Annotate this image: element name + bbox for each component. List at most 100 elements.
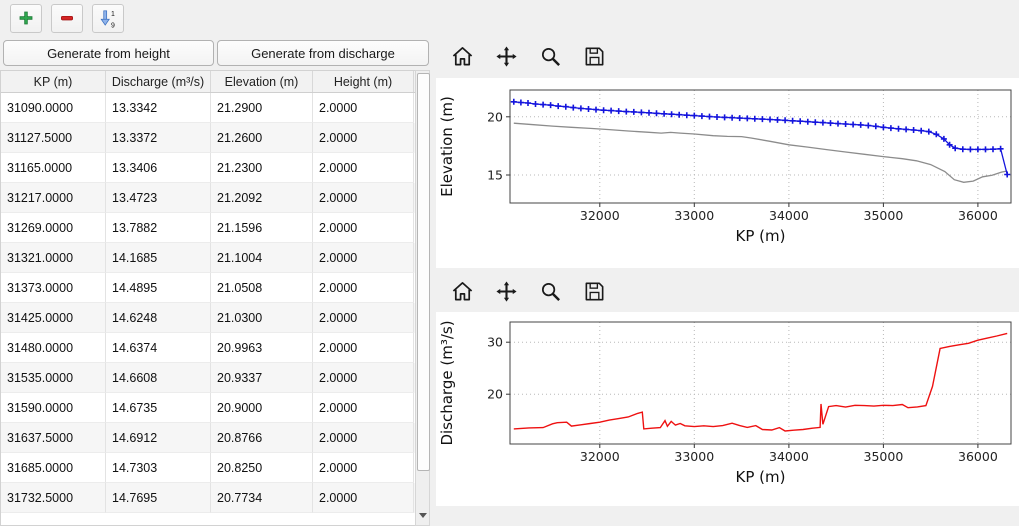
table-cell[interactable]: 31090.0000 xyxy=(1,93,106,123)
table-row[interactable]: 31732.5000 14.7695 20.7734 2.0000 xyxy=(1,483,415,513)
table-cell[interactable]: 31425.0000 xyxy=(1,303,106,333)
chevron-down-icon xyxy=(418,513,427,518)
table-cell[interactable]: 31480.0000 xyxy=(1,333,106,363)
table-cell[interactable]: 14.7695 xyxy=(106,483,211,513)
discharge-chart: 32000 33000 34000 35000 36000 20 30 KP (m) Disch… xyxy=(436,312,1019,506)
table-row[interactable]: 31480.0000 14.6374 20.9963 2.0000 xyxy=(1,333,415,363)
table-cell[interactable]: 14.1685 xyxy=(106,243,211,273)
save-button[interactable] xyxy=(580,45,608,73)
table-cell[interactable]: 14.6735 xyxy=(106,393,211,423)
table-cell[interactable]: 2.0000 xyxy=(313,213,414,243)
table-row[interactable]: 31535.0000 14.6608 20.9337 2.0000 xyxy=(1,363,415,393)
table-cell[interactable]: 20.7734 xyxy=(211,483,313,513)
zoom-button[interactable] xyxy=(536,45,564,73)
table-cell[interactable]: 20.9000 xyxy=(211,393,313,423)
table-row[interactable]: 31321.0000 14.1685 21.1004 2.0000 xyxy=(1,243,415,273)
table-cell[interactable]: 21.1596 xyxy=(211,213,313,243)
table-cell[interactable]: 31535.0000 xyxy=(1,363,106,393)
table-cell[interactable]: 21.0300 xyxy=(211,303,313,333)
table-scrollbar[interactable] xyxy=(415,70,430,526)
table-cell[interactable]: 2.0000 xyxy=(313,423,414,453)
table-cell[interactable]: 31269.0000 xyxy=(1,213,106,243)
table-row[interactable]: 31637.5000 14.6912 20.8766 2.0000 xyxy=(1,423,415,453)
generate-from-height-button[interactable]: Generate from height xyxy=(3,40,214,66)
column-header-height[interactable]: Height (m) xyxy=(313,71,414,92)
table-cell[interactable]: 2.0000 xyxy=(313,153,414,183)
table-cell[interactable]: 2.0000 xyxy=(313,243,414,273)
column-header-elevation[interactable]: Elevation (m) xyxy=(211,71,313,92)
data-table: KP (m) Discharge (m³/s) Elevation (m) He… xyxy=(0,70,415,526)
pan-button[interactable] xyxy=(492,45,520,73)
sort-ascending-icon: 1 9 xyxy=(99,9,118,28)
table-row[interactable]: 31090.0000 13.3342 21.2900 2.0000 xyxy=(1,93,415,123)
table-cell[interactable]: 13.3342 xyxy=(106,93,211,123)
add-row-button[interactable] xyxy=(10,3,42,33)
elevation-chart: 32000 33000 34000 35000 36000 15 20 KP (m) Eleva… xyxy=(436,78,1019,268)
table-cell[interactable]: 2.0000 xyxy=(313,453,414,483)
table-cell[interactable]: 21.2900 xyxy=(211,93,313,123)
table-cell[interactable]: 13.4723 xyxy=(106,183,211,213)
table-cell[interactable]: 14.6608 xyxy=(106,363,211,393)
remove-row-button[interactable] xyxy=(51,3,83,33)
table-cell[interactable]: 20.9963 xyxy=(211,333,313,363)
discharge-chart-canvas[interactable]: 32000 33000 34000 35000 36000 20 30 KP (m) Disch… xyxy=(436,312,1019,506)
pan-button[interactable] xyxy=(492,280,520,308)
table-cell[interactable]: 20.9337 xyxy=(211,363,313,393)
table-cell[interactable]: 31127.5000 xyxy=(1,123,106,153)
column-header-discharge[interactable]: Discharge (m³/s) xyxy=(106,71,211,92)
table-cell[interactable]: 31321.0000 xyxy=(1,243,106,273)
table-cell[interactable]: 14.6248 xyxy=(106,303,211,333)
table-cell[interactable]: 2.0000 xyxy=(313,123,414,153)
table-cell[interactable]: 2.0000 xyxy=(313,273,414,303)
svg-text:9: 9 xyxy=(111,22,115,28)
table-cell[interactable]: 14.6912 xyxy=(106,423,211,453)
column-header-kp[interactable]: KP (m) xyxy=(1,71,106,92)
save-button[interactable] xyxy=(580,280,608,308)
table-cell[interactable]: 14.7303 xyxy=(106,453,211,483)
table-cell[interactable]: 2.0000 xyxy=(313,93,414,123)
table-cell[interactable]: 14.6374 xyxy=(106,333,211,363)
table-row[interactable]: 31590.0000 14.6735 20.9000 2.0000 xyxy=(1,393,415,423)
table-cell[interactable]: 31217.0000 xyxy=(1,183,106,213)
table-cell[interactable]: 20.8766 xyxy=(211,423,313,453)
table-cell[interactable]: 20.8250 xyxy=(211,453,313,483)
table-row[interactable]: 31269.0000 13.7882 21.1596 2.0000 xyxy=(1,213,415,243)
svg-text:34000: 34000 xyxy=(769,449,809,464)
table-cell[interactable]: 31165.0000 xyxy=(1,153,106,183)
scrollbar-down-button[interactable] xyxy=(416,507,429,524)
table-cell[interactable]: 13.3406 xyxy=(106,153,211,183)
table-cell[interactable]: 31590.0000 xyxy=(1,393,106,423)
svg-text:35000: 35000 xyxy=(864,208,904,223)
table-cell[interactable]: 13.3372 xyxy=(106,123,211,153)
table-cell[interactable]: 31732.5000 xyxy=(1,483,106,513)
table-cell[interactable]: 21.2092 xyxy=(211,183,313,213)
table-cell[interactable]: 2.0000 xyxy=(313,303,414,333)
scrollbar-thumb[interactable] xyxy=(417,73,430,471)
table-row[interactable]: 31685.0000 14.7303 20.8250 2.0000 xyxy=(1,453,415,483)
table-cell[interactable]: 2.0000 xyxy=(313,183,414,213)
home-button[interactable] xyxy=(448,280,476,308)
table-cell[interactable]: 14.4895 xyxy=(106,273,211,303)
generate-from-discharge-button[interactable]: Generate from discharge xyxy=(217,40,429,66)
home-button[interactable] xyxy=(448,45,476,73)
table-cell[interactable]: 21.1004 xyxy=(211,243,313,273)
table-cell[interactable]: 21.2300 xyxy=(211,153,313,183)
table-cell[interactable]: 21.0508 xyxy=(211,273,313,303)
table-row[interactable]: 31425.0000 14.6248 21.0300 2.0000 xyxy=(1,303,415,333)
table-cell[interactable]: 2.0000 xyxy=(313,483,414,513)
elevation-chart-canvas[interactable]: 32000 33000 34000 35000 36000 15 20 KP (m) Eleva… xyxy=(436,78,1019,268)
table-cell[interactable]: 31373.0000 xyxy=(1,273,106,303)
table-cell[interactable]: 21.2600 xyxy=(211,123,313,153)
table-cell[interactable]: 2.0000 xyxy=(313,393,414,423)
table-cell[interactable]: 13.7882 xyxy=(106,213,211,243)
table-row[interactable]: 31373.0000 14.4895 21.0508 2.0000 xyxy=(1,273,415,303)
table-row[interactable]: 31217.0000 13.4723 21.2092 2.0000 xyxy=(1,183,415,213)
zoom-button[interactable] xyxy=(536,280,564,308)
table-cell[interactable]: 31637.5000 xyxy=(1,423,106,453)
sort-button[interactable]: 1 9 xyxy=(92,3,124,33)
table-row[interactable]: 31127.5000 13.3372 21.2600 2.0000 xyxy=(1,123,415,153)
table-cell[interactable]: 2.0000 xyxy=(313,333,414,363)
table-row[interactable]: 31165.0000 13.3406 21.2300 2.0000 xyxy=(1,153,415,183)
table-cell[interactable]: 31685.0000 xyxy=(1,453,106,483)
table-cell[interactable]: 2.0000 xyxy=(313,363,414,393)
